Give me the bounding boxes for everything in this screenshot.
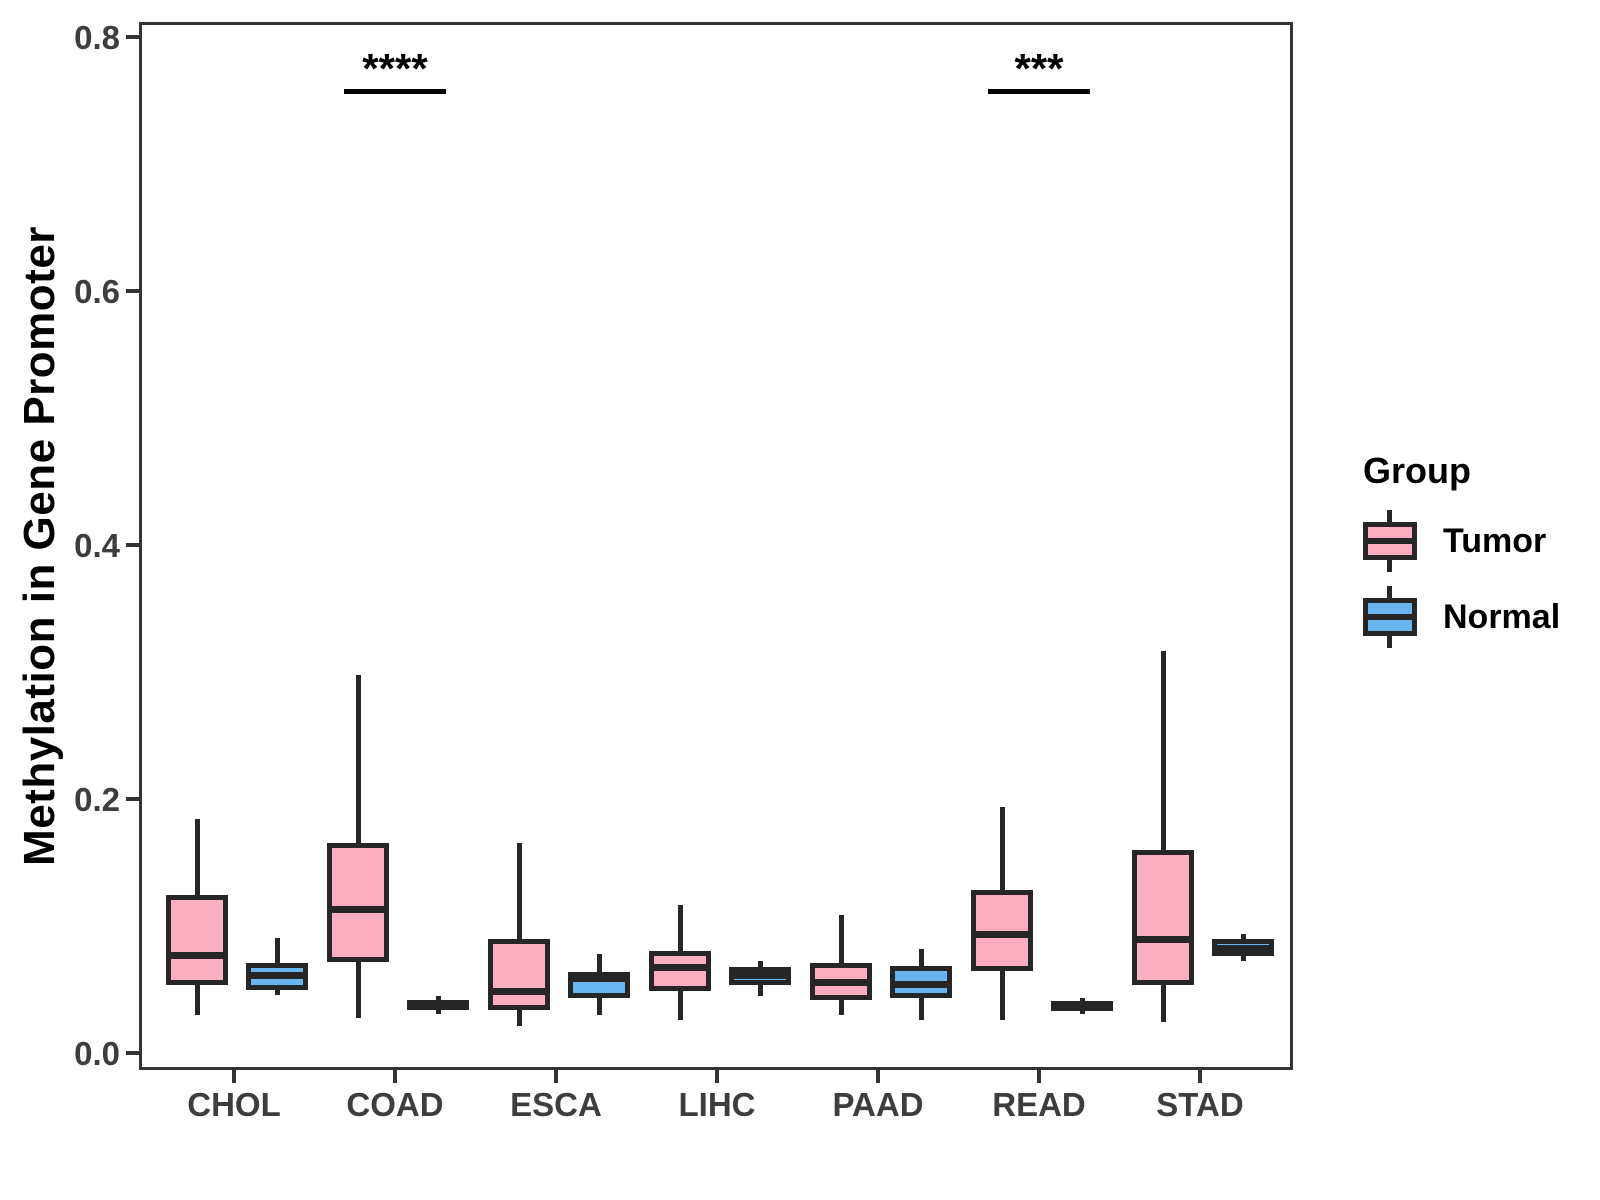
x-tick-mark — [715, 1070, 719, 1083]
median-stad-tumor — [1132, 935, 1194, 943]
x-tick-label-lihc: LIHC — [678, 1086, 756, 1123]
median-stad-normal — [1212, 944, 1274, 952]
box-stad-tumor — [1132, 850, 1194, 985]
significance-line-coad — [344, 89, 446, 94]
x-tick-label-coad: COAD — [346, 1086, 444, 1123]
x-tick-label-stad: STAD — [1156, 1086, 1244, 1123]
x-tick-mark — [554, 1070, 558, 1083]
legend-glyph-whisker-bottom — [1387, 636, 1392, 648]
significance-line-read — [988, 89, 1090, 94]
y-tick-mark — [126, 543, 139, 547]
significance-label-coad: **** — [362, 45, 428, 92]
legend-entry-tumor: Tumor — [1363, 510, 1560, 572]
y-tick-label: 0.6 — [74, 273, 120, 310]
legend-glyph-whisker-bottom — [1387, 560, 1392, 572]
box-read-tumor — [971, 889, 1033, 971]
median-chol-tumor — [166, 952, 228, 960]
median-read-normal — [1051, 1001, 1113, 1009]
legend-entry-normal: Normal — [1363, 586, 1560, 648]
box-coad-tumor — [327, 842, 389, 962]
median-lihc-tumor — [649, 963, 711, 971]
x-tick-mark — [232, 1070, 236, 1083]
legend-glyph-median — [1363, 538, 1417, 544]
legend: Group Tumor Normal — [1363, 450, 1560, 662]
y-tick-label: 0.0 — [74, 1035, 120, 1072]
x-tick-label-read: READ — [992, 1086, 1086, 1123]
legend-label-tumor: Tumor — [1443, 522, 1547, 560]
whisker-esca-tumor — [516, 842, 522, 1026]
median-paad-tumor — [810, 978, 872, 986]
box-lihc-tumor — [649, 950, 711, 992]
y-tick-mark — [126, 35, 139, 39]
x-tick-mark — [876, 1070, 880, 1083]
median-coad-tumor — [327, 906, 389, 914]
significance-label-read: *** — [1014, 45, 1064, 92]
x-tick-label-esca: ESCA — [510, 1086, 602, 1123]
legend-glyph-whisker-top — [1387, 586, 1392, 598]
y-tick-label: 0.4 — [74, 527, 120, 564]
box-esca-tumor — [488, 939, 550, 1011]
median-chol-normal — [246, 972, 308, 980]
x-tick-label-chol: CHOL — [187, 1086, 281, 1123]
y-tick-label: 0.8 — [74, 19, 120, 56]
y-tick-mark — [126, 289, 139, 293]
median-esca-normal — [568, 975, 630, 983]
plot-panel — [139, 22, 1293, 1070]
median-esca-tumor — [488, 987, 550, 995]
legend-entries: Tumor Normal — [1363, 510, 1560, 648]
y-tick-label: 0.2 — [74, 781, 120, 818]
x-tick-mark — [1037, 1070, 1041, 1083]
legend-glyph-whisker-top — [1387, 510, 1392, 522]
median-coad-normal — [407, 1001, 469, 1009]
legend-label-normal: Normal — [1443, 598, 1561, 636]
box-chol-tumor — [166, 894, 228, 985]
x-tick-label-paad: PAAD — [832, 1086, 924, 1123]
median-lihc-normal — [729, 972, 791, 980]
legend-title: Group — [1363, 450, 1471, 491]
legend-glyph-median — [1363, 614, 1417, 620]
y-tick-mark — [126, 1051, 139, 1055]
whisker-stad-tumor — [1160, 650, 1166, 1022]
legend-glyph-tumor — [1363, 510, 1417, 572]
median-read-tumor — [971, 930, 1033, 938]
x-tick-mark — [393, 1070, 397, 1083]
legend-glyph-normal — [1363, 586, 1417, 648]
x-tick-mark — [1198, 1070, 1202, 1083]
y-tick-mark — [126, 797, 139, 801]
median-paad-normal — [890, 981, 952, 989]
